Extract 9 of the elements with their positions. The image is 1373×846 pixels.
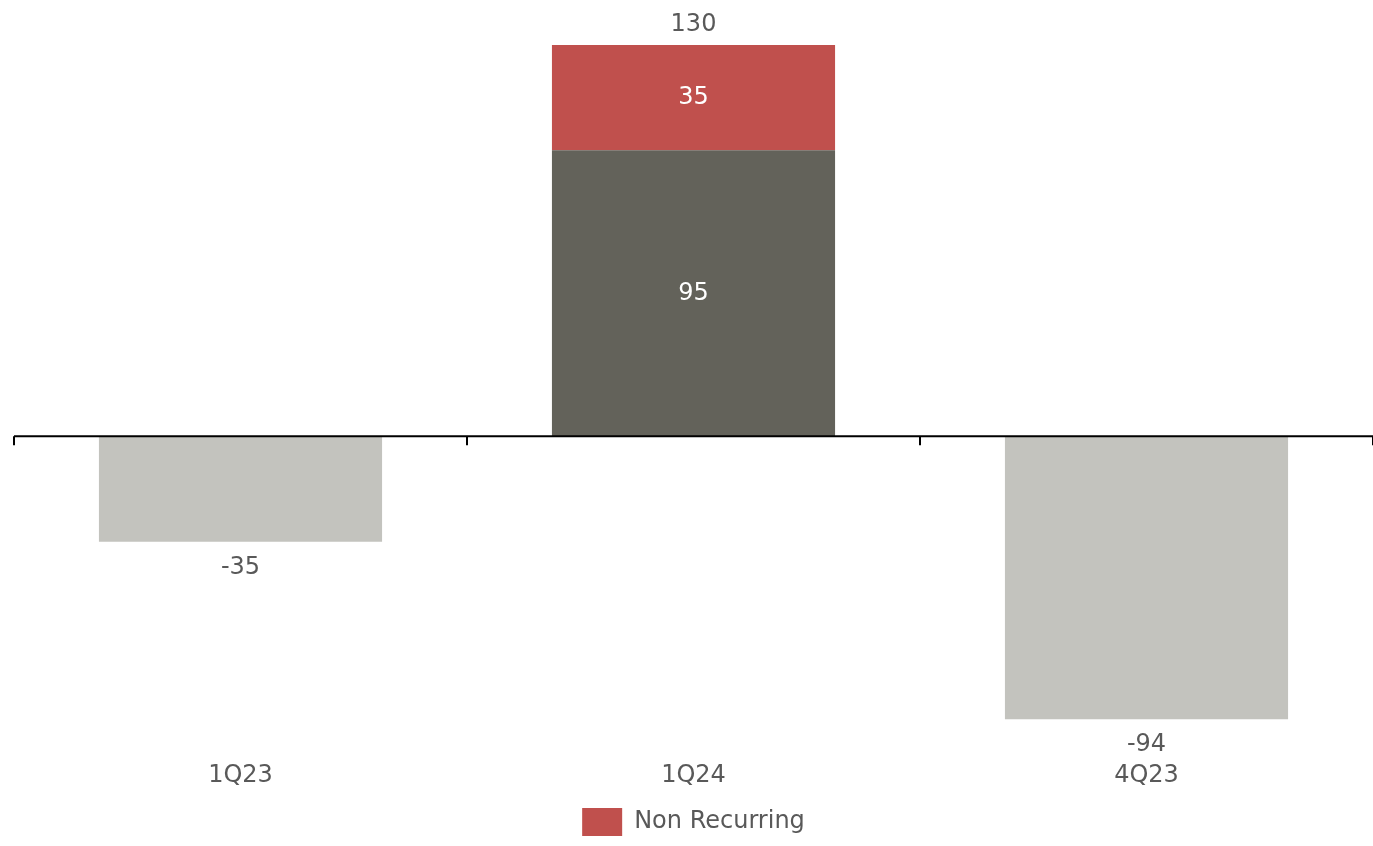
legend-label: Non Recurring <box>634 806 805 835</box>
data-label: -35 <box>220 551 261 580</box>
total-label: 130 <box>670 9 717 38</box>
x-tick-label: 4Q23 <box>1114 759 1179 788</box>
data-label: 95 <box>678 277 709 306</box>
x-tick-label: 1Q24 <box>661 759 726 788</box>
x-tick-label: 1Q23 <box>208 759 273 788</box>
data-label: -94 <box>1126 729 1167 758</box>
data-label: 35 <box>678 81 709 110</box>
